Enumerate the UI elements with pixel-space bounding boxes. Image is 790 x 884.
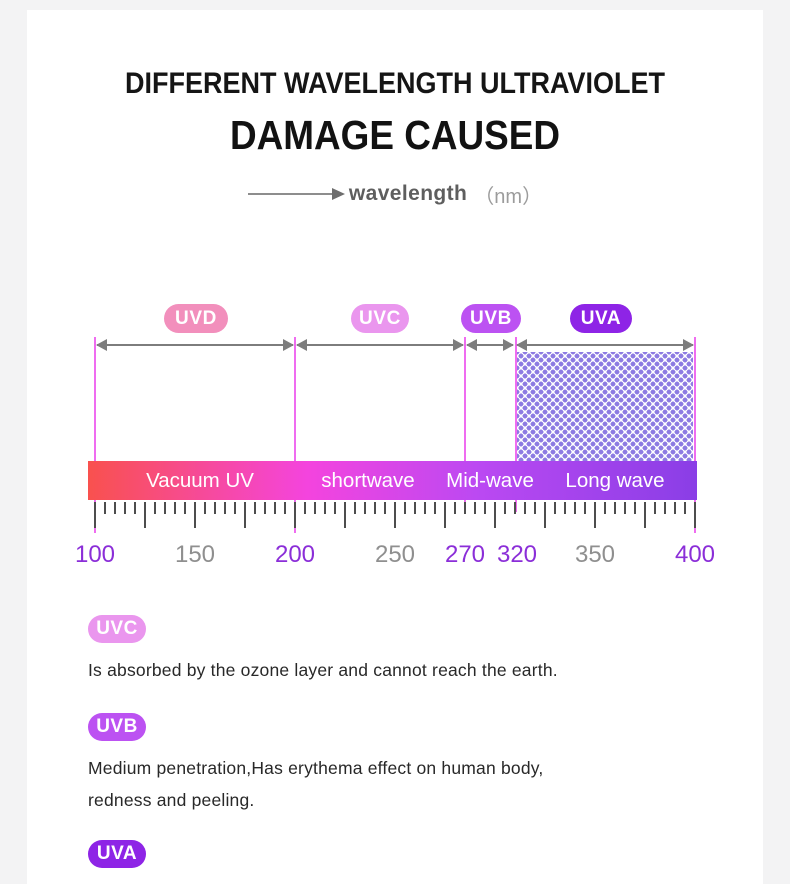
legend-item-uva: UVA Strong penetration,Can kill cells,ma… xyxy=(88,840,730,884)
wavelength-axis-caption: wavelength （nm） xyxy=(0,179,790,209)
arrowhead-right-icon xyxy=(683,339,694,351)
guide-line-320nm xyxy=(515,337,517,512)
uva-badge: UVA xyxy=(570,304,632,333)
range-arrow-uva xyxy=(516,339,694,351)
arrowhead-icon xyxy=(331,188,345,200)
uva-legend-badge: UVA xyxy=(88,840,146,868)
arrowhead-left-icon xyxy=(96,339,107,351)
scale-number-100: 100 xyxy=(74,541,116,568)
page-subtitle: DAMAGE CAUSED xyxy=(229,112,561,158)
segment-label-mid-wave: Mid-wave xyxy=(446,469,534,492)
guide-line-200nm xyxy=(294,337,296,533)
segment-label-vacuum-uv: Vacuum UV xyxy=(146,469,254,492)
scale-number-150: 150 xyxy=(174,541,216,568)
uvb-description-line: Medium penetration,Has erythema effect o… xyxy=(88,758,544,778)
legend-item-uvc: UVC Is absorbed by the ozone layer and c… xyxy=(88,615,730,686)
scale-number-250: 250 xyxy=(374,541,416,568)
uva-description: Strong penetration,Can kill cells,making… xyxy=(88,879,730,884)
guide-line-100nm xyxy=(94,337,96,533)
scale-number-400: 400 xyxy=(674,541,716,568)
arrowhead-right-icon xyxy=(453,339,464,351)
guide-line-400nm xyxy=(694,337,696,533)
uvb-badge: UVB xyxy=(461,304,521,333)
scale-number-200: 200 xyxy=(274,541,316,568)
spectrum-bar xyxy=(88,461,697,500)
uva-description-line: Strong penetration,Can kill cells,making… xyxy=(88,879,730,884)
arrowhead-right-icon xyxy=(503,339,514,351)
uvc-legend-badge: UVC xyxy=(88,615,146,643)
segment-label-long-wave: Long wave xyxy=(565,469,665,492)
uvb-description-line: redness and peeling. xyxy=(88,790,255,810)
uvc-badge: UVC xyxy=(351,304,409,333)
range-arrow-uvd xyxy=(96,339,294,351)
scale-number-320: 320 xyxy=(496,541,538,568)
scale-number-350: 350 xyxy=(574,541,616,568)
arrowhead-left-icon xyxy=(516,339,527,351)
uvb-legend-badge: UVB xyxy=(88,713,146,741)
segment-label-shortwave: shortwave xyxy=(321,469,415,492)
range-arrow-uvb xyxy=(466,339,514,351)
arrowhead-left-icon xyxy=(466,339,477,351)
uvd-badge: UVD xyxy=(164,304,228,333)
uvb-description: Medium penetration,Has erythema effect o… xyxy=(88,752,730,816)
ruler-ticks xyxy=(94,502,696,532)
arrowhead-left-icon xyxy=(296,339,307,351)
page-title: DIFFERENT WAVELENGTH ULTRAVIOLET xyxy=(125,67,665,100)
uvc-description-line: Is absorbed by the ozone layer and canno… xyxy=(88,660,558,680)
scale-number-270: 270 xyxy=(444,541,486,568)
arrowhead-right-icon xyxy=(283,339,294,351)
guide-line-270nm xyxy=(464,337,466,512)
range-arrow-uvc xyxy=(296,339,464,351)
axis-caption-label: wavelength xyxy=(348,182,468,205)
legend-item-uvb: UVB Medium penetration,Has erythema effe… xyxy=(88,713,730,816)
uvc-description: Is absorbed by the ozone layer and canno… xyxy=(88,654,730,686)
axis-caption-unit: （nm） xyxy=(474,185,543,208)
right-arrow-icon xyxy=(247,188,345,200)
uva-dotted-region xyxy=(517,352,693,461)
